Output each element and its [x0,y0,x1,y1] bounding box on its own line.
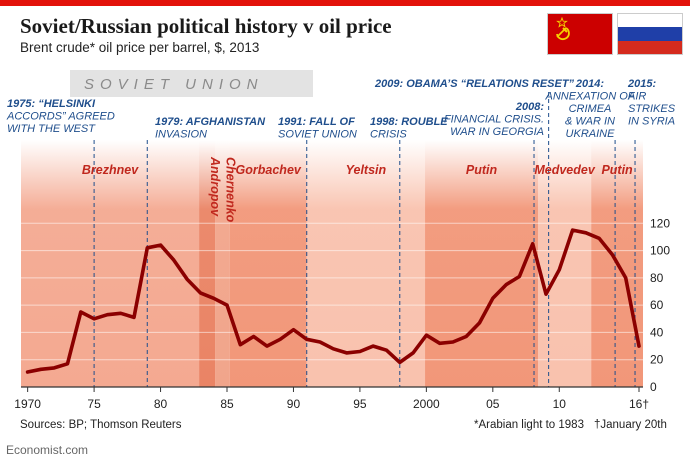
soviet-union-label: SOVIET UNION [84,76,264,93]
annotation-text: 1998: ROUBLE [370,116,448,128]
footnote-arabian-light: *Arabian light to 1983 [474,419,584,431]
y-tick-label: 120 [650,216,670,230]
oil-price-line [25,228,641,374]
y-tick-label: 20 [650,353,664,367]
era-band [538,140,592,387]
x-tick-label: 05 [486,397,500,411]
annotation-text: CRISIS [370,129,407,141]
era-label: Andropov [208,156,222,217]
x-tick-label: 85 [220,397,234,411]
x-tick-label: 16† [629,397,649,411]
x-tick-label: 95 [353,397,367,411]
annotation-text: SOVIET UNION [278,129,357,141]
x-tick-label: 90 [287,397,301,411]
annotation-text: 1991: FALL OF [278,116,355,128]
y-tick-label: 40 [650,325,664,339]
annotation-text: INVASION [155,129,207,141]
annotation-text: 2015: [627,78,656,90]
annotation-text: 2009: OBAMA’S “RELATIONS RESET” [374,78,575,90]
era-band [215,140,230,387]
annotation-text: WAR IN GEORGIA [450,126,544,138]
y-tick-label: 60 [650,298,664,312]
brand-bar [0,0,690,6]
era-band [229,140,307,387]
era-label: Gorbachev [236,163,302,177]
annotation-text: FINANCIAL CRISIS. [444,114,544,126]
annotation-text: WITH THE WEST [7,123,96,135]
sources-note: Sources: BP; Thomson Reuters [20,419,182,431]
annotation-text: 1975: “HELSINKI [7,98,96,110]
annotation-text: 1979: AFGHANISTAN [155,116,266,128]
annotation-text: CRIMEA [569,103,612,115]
annotation-text: & WAR IN [565,116,615,128]
era-label: Brezhnev [82,163,139,177]
y-tick-label: 80 [650,271,664,285]
era-band [21,140,200,387]
chart-title: Soviet/Russian political history v oil p… [20,14,392,38]
annotation-text: STRIKES [628,103,676,115]
era-label: Chernenko [223,157,237,223]
annotation-text: AIR [627,91,646,103]
era-label: Medvedev [534,163,595,177]
x-tick-label: 80 [154,397,168,411]
y-tick-label: 0 [650,380,657,394]
ussr-flag-icon [548,14,612,54]
x-tick-label: 75 [87,397,101,411]
era-label: Yeltsin [346,163,387,177]
era-band [199,140,216,387]
y-tick-label: 100 [650,244,670,258]
era-label: Putin [466,163,498,177]
chart-subtitle: Brent crude* oil price per barrel, $, 20… [20,40,260,55]
annotation-text: UKRAINE [566,128,616,140]
x-tick-label: 2000 [413,397,440,411]
soviet-union-band [70,70,313,97]
russia-flag-icon [618,14,682,54]
annotation-text: 2008: [515,101,544,113]
publisher-logo: Economist.com [6,443,89,457]
annotation-text: IN SYRIA [628,116,675,128]
annotation-text: ACCORDS” AGREED [6,111,115,123]
x-tick-label: 10 [553,397,567,411]
x-tick-label: 1970 [14,397,41,411]
footnote-january: †January 20th [594,419,667,431]
annotation-text: 2014: [575,78,604,90]
annotation-text: ANNEXATION OF [544,91,635,103]
era-label: Putin [601,163,633,177]
era-band [425,140,539,387]
